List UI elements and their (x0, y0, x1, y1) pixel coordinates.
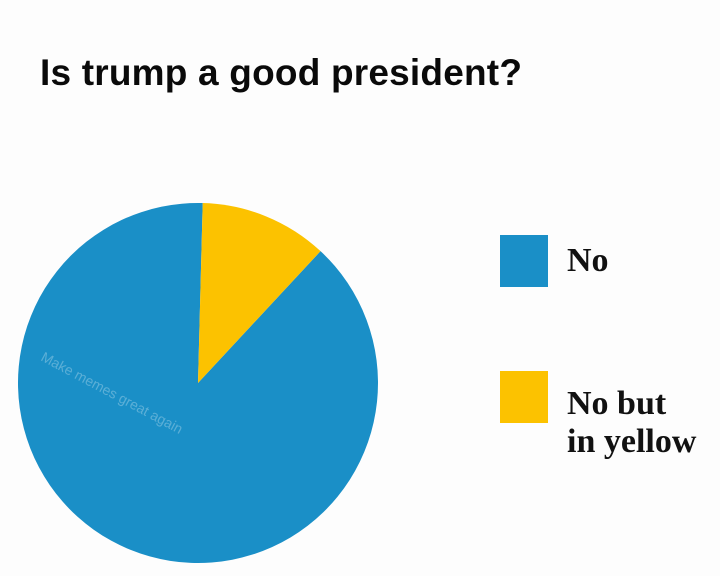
pie-slice-no (18, 202, 379, 563)
legend-swatch-yellow (500, 371, 548, 423)
legend-label-line-2: in yellow (567, 423, 697, 460)
legend-item-no: No (500, 235, 717, 287)
chart-title: Is trump a good president? (40, 52, 523, 93)
legend-label-line-1: No but (567, 385, 667, 422)
legend-label-no-but-in-yellow: No but in yellow (567, 385, 717, 461)
pie-slices (18, 202, 379, 563)
legend-swatch-no (500, 235, 548, 287)
legend-item-no-but-in-yellow: No but in yellow (500, 371, 717, 461)
pie-slice-no-but-in-yellow (198, 203, 321, 383)
legend-label-no: No (567, 242, 609, 279)
